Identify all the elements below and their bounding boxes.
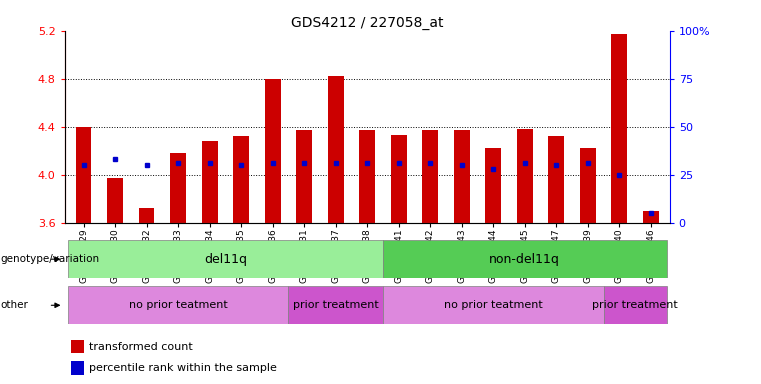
Bar [486, 148, 501, 223]
Bar [288, 286, 383, 324]
Text: no prior teatment: no prior teatment [129, 300, 228, 310]
Bar [580, 148, 596, 223]
Text: genotype/variation: genotype/variation [1, 254, 100, 264]
Bar [454, 130, 470, 223]
Bar [549, 136, 564, 223]
Bar [139, 208, 154, 223]
Bar [328, 76, 343, 223]
Text: del11q: del11q [204, 253, 247, 266]
Bar [265, 79, 281, 223]
Text: prior treatment: prior treatment [592, 300, 678, 310]
Bar [391, 135, 406, 223]
Bar [611, 34, 627, 223]
Text: non-del11q: non-del11q [489, 253, 560, 266]
Bar [422, 130, 438, 223]
Title: GDS4212 / 227058_at: GDS4212 / 227058_at [291, 16, 444, 30]
Text: percentile rank within the sample: percentile rank within the sample [89, 363, 277, 373]
Bar [359, 130, 375, 223]
Bar [517, 129, 533, 223]
Bar [383, 286, 603, 324]
Bar [296, 130, 312, 223]
Text: other: other [1, 300, 29, 310]
Bar [643, 211, 659, 223]
Bar [68, 240, 383, 278]
Bar [603, 286, 667, 324]
Bar [68, 286, 288, 324]
Bar [383, 240, 667, 278]
Bar [202, 141, 218, 223]
Text: transformed count: transformed count [89, 341, 193, 351]
Bar [170, 153, 186, 223]
Bar [71, 361, 84, 375]
Text: no prior teatment: no prior teatment [444, 300, 543, 310]
Text: prior treatment: prior treatment [293, 300, 378, 310]
Bar [75, 127, 91, 223]
Bar [107, 178, 123, 223]
Bar [71, 339, 84, 353]
Bar [234, 136, 249, 223]
